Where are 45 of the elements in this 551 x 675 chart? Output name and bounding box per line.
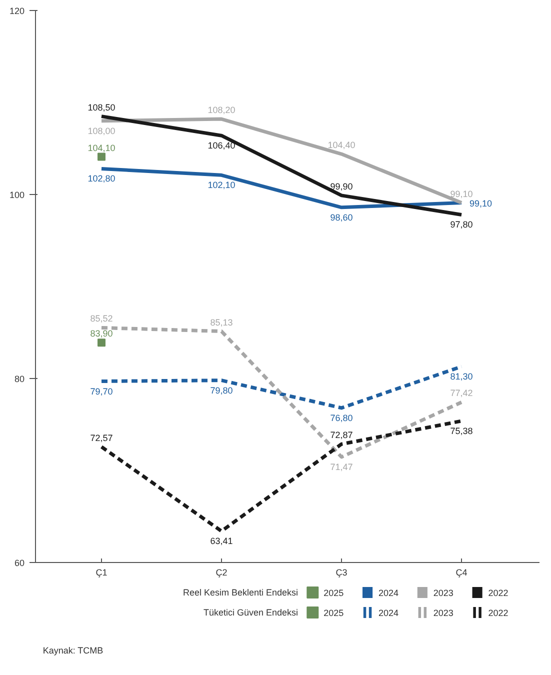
data-label: 108,50 <box>88 102 116 112</box>
data-label: 108,20 <box>208 105 236 116</box>
text: Kaynak: TCMB <box>42 646 104 656</box>
legend-label: 2022 <box>488 608 508 618</box>
data-label: 72,57 <box>90 432 113 443</box>
data-label: 102,80 <box>88 174 116 184</box>
data-label: 106,40 <box>208 140 236 151</box>
data-label: 79,70 <box>90 386 113 396</box>
data-label: 75,38 <box>450 426 473 436</box>
data-label: 76,80 <box>330 412 353 423</box>
data-label: 99,10 <box>470 198 492 208</box>
legend-label: 2024 <box>378 608 399 618</box>
legend-label: 2024 <box>378 588 399 598</box>
text: Tüketici Güven Endeksi <box>203 608 298 618</box>
data-label: 85,52 <box>90 314 113 324</box>
x-tick-label: Ç4 <box>456 568 468 578</box>
legend-label: 2022 <box>488 588 508 598</box>
data-label: 98,60 <box>330 212 353 222</box>
data-label: 81,30 <box>450 372 473 382</box>
x-tick-label: Ç1 <box>96 568 108 578</box>
data-label: 97,80 <box>450 220 473 230</box>
y-tick-label: 120 <box>9 6 25 16</box>
legend-label: 2023 <box>433 608 454 618</box>
legend-label: 2025 <box>324 588 344 598</box>
data-label: 104,40 <box>328 140 356 150</box>
y-tick-label: 100 <box>9 190 25 200</box>
data-label: 102,10 <box>208 180 236 190</box>
text: Reel Kesim Beklenti Endeksi <box>182 588 298 598</box>
data-label: 104,10 <box>88 142 116 153</box>
data-label: 83,90 <box>90 328 113 339</box>
data-label: 77,42 <box>450 388 473 398</box>
legend-label: 2023 <box>433 588 454 598</box>
data-label: 63,41 <box>210 536 233 546</box>
data-label: 108,00 <box>88 126 116 136</box>
x-tick-label: Ç2 <box>216 568 228 578</box>
y-tick-label: 60 <box>14 558 25 568</box>
data-label: 79,80 <box>210 385 233 396</box>
x-tick-label: Ç3 <box>336 568 348 578</box>
y-tick-label: 80 <box>14 374 25 384</box>
data-label: 72,87 <box>330 430 353 440</box>
data-label: 85,13 <box>210 317 233 328</box>
legend-label: 2025 <box>324 608 344 618</box>
data-label: 71,47 <box>330 462 353 472</box>
data-label: 99,10 <box>450 188 473 199</box>
data-label: 99,90 <box>330 181 353 192</box>
